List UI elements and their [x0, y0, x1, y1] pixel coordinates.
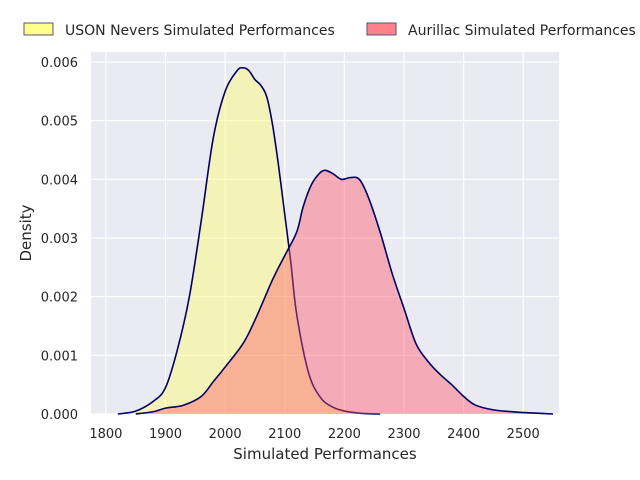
x-tick-label-4: 2200: [328, 427, 361, 442]
legend: USON Nevers Simulated Performances Aurill…: [23, 22, 636, 39]
legend-swatch-1: [366, 22, 397, 36]
x-tick-label-0: 1800: [89, 427, 122, 442]
x-tick-label-7: 2500: [507, 427, 540, 442]
y-tick-label-6: 0.006: [41, 56, 78, 71]
y-tick-label-0: 0.000: [41, 408, 78, 423]
x-tick-label-6: 2400: [447, 427, 480, 442]
plot-background: [91, 52, 559, 414]
grid: [91, 52, 559, 415]
y-tick-label-5: 0.005: [41, 115, 78, 130]
x-tick-label-1: 1900: [149, 427, 182, 442]
x-tick-label-5: 2300: [387, 427, 420, 442]
series-line-0: [117, 66, 381, 415]
legend-label-1: Aurillac Simulated Performances: [408, 23, 636, 39]
y-tick-label-4: 0.004: [41, 173, 78, 188]
x-axis: 1800 1900 2000 2100 2200 2300 2400 2500: [89, 427, 539, 442]
y-tick-label-3: 0.003: [41, 232, 78, 247]
series-line-1: [135, 169, 554, 415]
legend-label-0: USON Nevers Simulated Performances: [65, 23, 335, 39]
x-axis-label: Simulated Performances: [233, 445, 417, 463]
y-axis-label: Density: [17, 204, 35, 261]
y-axis: 0.000 0.001 0.002 0.003 0.004 0.005 0.006: [41, 56, 78, 423]
series-layer: [117, 66, 554, 415]
legend-swatch-0: [23, 22, 54, 36]
x-tick-label-3: 2100: [268, 427, 301, 442]
y-tick-label-1: 0.001: [41, 349, 78, 364]
x-tick-label-2: 2000: [209, 427, 242, 442]
series-area-1: [135, 170, 554, 414]
y-tick-label-2: 0.002: [41, 291, 78, 306]
